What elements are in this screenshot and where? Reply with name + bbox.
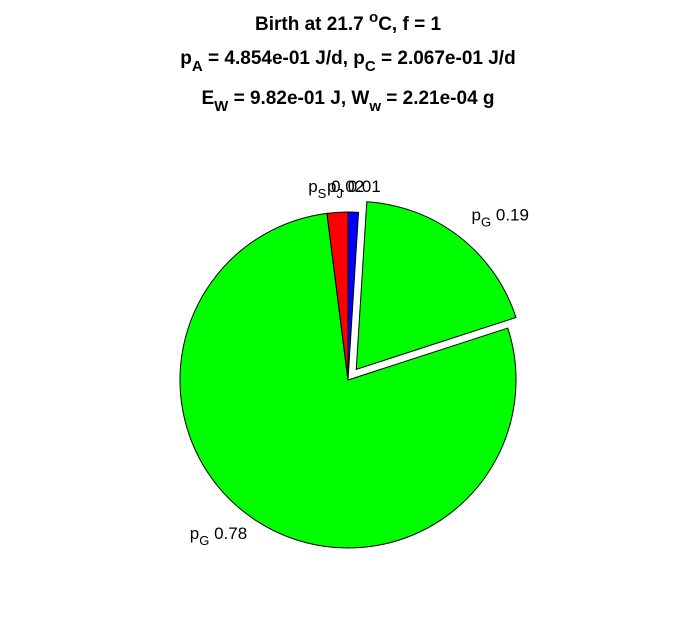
title-part: A	[192, 58, 203, 75]
label-name: p	[327, 177, 336, 196]
label-value: 0.19	[496, 206, 529, 225]
label-value: 0.78	[214, 524, 247, 543]
title-part: = 4.854e-01 J/d, p	[203, 48, 365, 69]
title-part: E	[201, 88, 214, 109]
slice-label: pJ 0.01	[327, 177, 381, 201]
title-part: C	[365, 58, 376, 75]
title-part: p	[180, 48, 192, 69]
pie-slice	[355, 201, 517, 371]
title-part: o	[369, 9, 378, 26]
label-value: 0.01	[348, 177, 381, 196]
chart-title: EW = 9.82e-01 J, Ww = 2.21e-04 g	[201, 88, 494, 115]
pie-slice	[179, 212, 517, 549]
title-part: = 2.21e-04 g	[381, 88, 495, 109]
label-name: p	[308, 177, 317, 196]
label-sub: G	[481, 215, 491, 230]
label-sub: J	[336, 186, 343, 201]
title-part: C, f = 1	[378, 14, 441, 35]
slice-label: pS 0.02	[308, 177, 364, 201]
title-part: Birth at 21.7	[255, 14, 369, 35]
title-part: w	[368, 98, 381, 115]
title-part: W	[214, 98, 229, 115]
label-name: p	[190, 524, 199, 543]
pie-slice	[326, 211, 349, 381]
label-name: p	[472, 206, 481, 225]
label-value: 0.02	[331, 177, 364, 196]
chart-title: pA = 4.854e-01 J/d, pC = 2.067e-01 J/d	[180, 48, 515, 75]
chart-title: Birth at 21.7 oC, f = 1	[255, 9, 441, 35]
title-part: = 9.82e-01 J, W	[228, 88, 369, 109]
label-sub: G	[199, 533, 209, 548]
slice-label: pG 0.78	[190, 524, 247, 548]
label-sub: S	[318, 186, 327, 201]
title-part: = 2.067e-01 J/d	[376, 48, 516, 69]
slice-label: pG 0.19	[472, 206, 529, 230]
